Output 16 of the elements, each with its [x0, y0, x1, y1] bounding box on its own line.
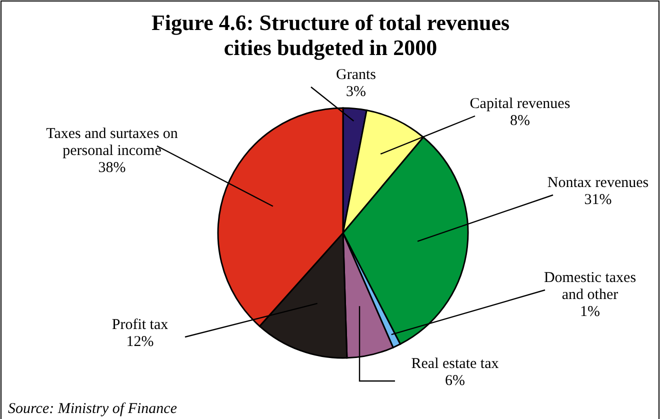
slice-label: Real estate tax [411, 356, 500, 372]
data-label: 3% [346, 84, 366, 100]
data-label: 12% [126, 334, 154, 350]
slice-label: Profit tax [112, 317, 169, 333]
data-label: 1% [580, 304, 600, 320]
slice-label: Capital revenues [470, 96, 570, 112]
data-label: 31% [584, 192, 612, 208]
slice-label: Domestic taxes and other [544, 270, 636, 303]
chart-title: Figure 4.6: Structure of total revenues cities budgeted in 2000 [151, 10, 510, 60]
data-label: 8% [510, 113, 530, 129]
slice-label: Grants [336, 67, 376, 83]
data-label: 38% [98, 160, 126, 176]
data-label: 6% [445, 373, 465, 389]
slice-label: Nontax revenues [547, 175, 649, 191]
slice-label: Taxes and surtaxes on personal income [46, 126, 178, 159]
source-note: Source: Ministry of Finance [8, 401, 178, 417]
